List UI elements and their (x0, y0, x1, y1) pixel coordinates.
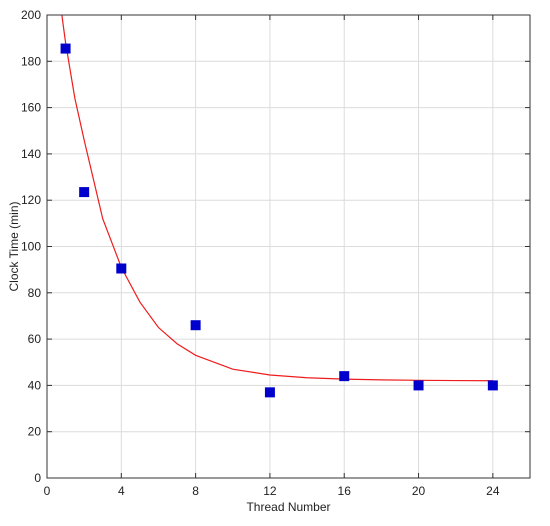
y-tick-label: 20 (28, 425, 42, 439)
x-axis-title: Thread Number (246, 500, 330, 514)
x-tick-label: 4 (118, 484, 125, 498)
x-tick-label: 24 (486, 484, 500, 498)
data-point-square (487, 380, 498, 391)
x-tick-label: 16 (338, 484, 352, 498)
data-point-square (79, 187, 90, 198)
data-marker-layer (60, 43, 498, 398)
tick-label-layer: 0 4 8 12 16 20 24 0 20 40 60 80 100 120 140 160 180 200 (21, 8, 500, 498)
data-point-square (116, 263, 127, 274)
y-axis-title: Clock Time (min) (7, 201, 21, 291)
data-point-square (339, 371, 350, 382)
x-tick-label: 8 (192, 484, 199, 498)
y-tick-label: 0 (34, 471, 41, 485)
y-tick-label: 160 (21, 101, 41, 115)
x-tick-label: 0 (44, 484, 51, 498)
fit-curve-layer (61, 14, 493, 382)
y-tick-label: 180 (21, 54, 41, 68)
y-tick-label: 200 (21, 8, 41, 22)
y-tick-label: 120 (21, 193, 41, 207)
x-tick-label: 12 (263, 484, 277, 498)
grid-layer (47, 15, 530, 478)
y-tick-label: 40 (28, 378, 42, 392)
data-point-square (60, 43, 71, 54)
y-tick-label: 80 (28, 286, 42, 300)
y-tick-label: 100 (21, 240, 41, 254)
tick-layer (46, 14, 530, 479)
fit-curve (61, 14, 493, 382)
data-point-square (264, 387, 275, 398)
x-tick-label: 20 (412, 484, 426, 498)
y-tick-label: 60 (28, 332, 42, 346)
y-tick-label: 140 (21, 147, 41, 161)
data-point-square (190, 320, 201, 331)
data-point-square (413, 380, 424, 391)
